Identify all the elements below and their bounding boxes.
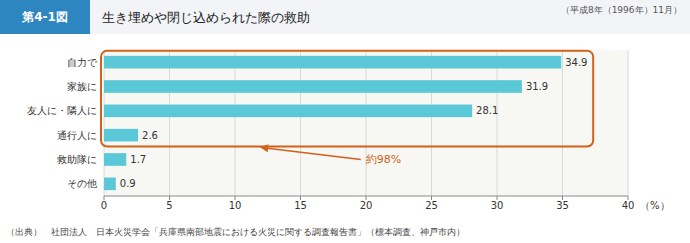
tick-label: 0 [101,200,107,211]
grid-line [300,50,301,196]
data-label: 28.1 [476,105,498,116]
grid [104,50,628,196]
data-label: 1.7 [130,154,146,165]
chart-svg: 第4-1図 生き埋めや閉じ込められた際の救助 （平成8年（1996年）11月） 0 5 1… [0,0,690,243]
chart-container: 第4-1図 生き埋めや閉じ込められた際の救助 （平成8年（1996年）11月） 0 5 1… [0,0,690,243]
tick-label: 25 [425,200,438,211]
bar [104,178,116,191]
annotation: 約98% [366,153,401,166]
tick-label: 15 [294,200,307,211]
category-label: 救助隊に [56,154,97,165]
x-axis-line [104,196,628,197]
tick-label: 35 [556,200,569,211]
category-label: 家族に [67,81,97,92]
grid-line [104,50,105,196]
tick-label: 10 [229,200,242,211]
bar [104,105,472,118]
x-axis-label: （%） [640,200,670,211]
data-label: 31.9 [526,81,548,92]
grid-line [497,50,498,196]
x-axis: 0 5 10 15 20 25 30 35 40 （%） [101,196,670,211]
title: 生き埋めや閉じ込められた際の救助 [102,10,310,25]
tick-label: 20 [360,200,373,211]
annotation-bracket [101,51,593,147]
source: （出典） 社団法人 日本火災学会「兵庫県南部地震における火災に関する調査報告書」… [6,227,465,237]
figure-label: 第4-1図 [21,10,68,24]
data-label: 0.9 [120,178,136,189]
category-label: その他 [67,178,97,189]
tick-label: 5 [166,200,172,211]
grid-line [366,50,367,196]
category-label: 友人に・隣人に [27,105,97,116]
bars [104,56,561,190]
data-label: 2.6 [142,130,158,141]
grid-line [562,50,563,196]
tick-label: 40 [622,200,635,211]
bar [104,129,138,142]
plot-background [104,50,628,196]
grid-line [235,50,236,196]
labels: 34.9 自力で 31.9 家族に 28.1 友人に・隣人に 2.6 通行人に 1.7 救助隊に 0… [27,57,587,190]
title-bar [0,0,690,34]
bar [104,80,522,93]
category-label: 自力で [67,57,98,68]
data-label: 34.9 [565,57,587,68]
grid-line [628,50,629,196]
figure-label-box [0,0,90,34]
annotation-arrow [261,147,361,159]
grid-line [169,50,170,196]
bar [104,56,561,69]
bar [104,153,126,166]
tick-label: 30 [491,200,504,211]
grid-line [431,50,432,196]
subtitle: （平成8年（1996年）11月） [561,5,682,15]
category-label: 通行人に [57,130,97,141]
